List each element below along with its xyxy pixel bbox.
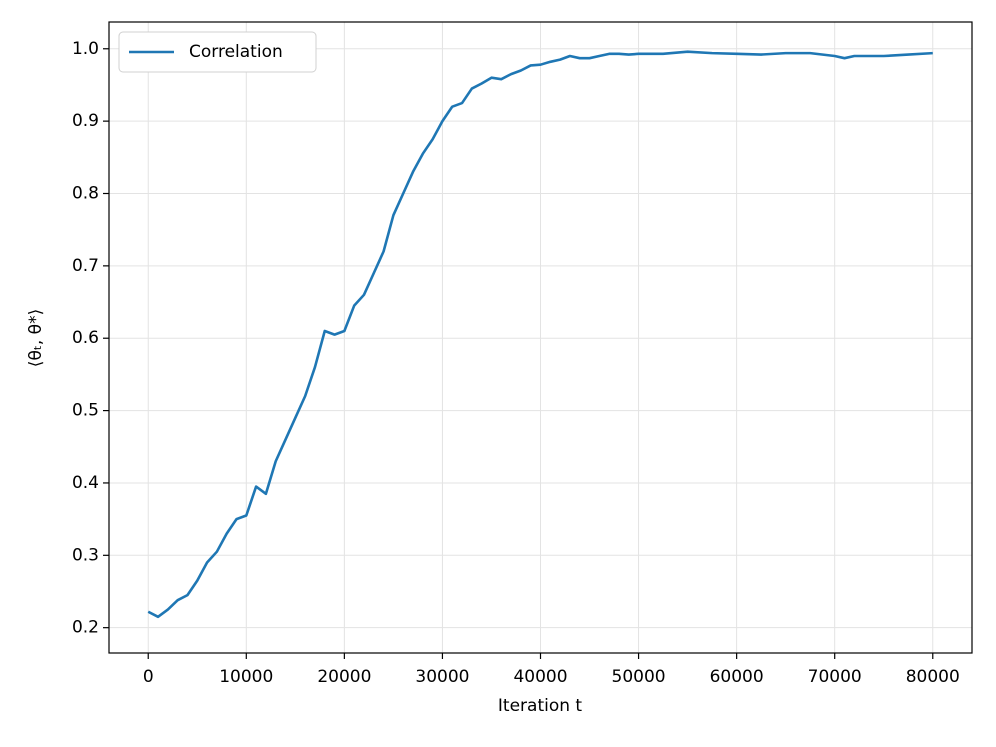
x-tick-label: 60000 (710, 667, 764, 687)
x-tick-label: 0 (143, 667, 154, 687)
y-axis-label: ⟨θₜ, θ*⟩ (26, 309, 46, 367)
x-tick-label: 70000 (808, 667, 862, 687)
y-tick-label: 0.2 (72, 618, 99, 638)
legend-box (118, 31, 317, 73)
y-tick-label: 0.6 (72, 328, 99, 348)
grid (109, 22, 972, 653)
x-tick-label: 20000 (317, 667, 371, 687)
x-tick-label: 80000 (906, 667, 960, 687)
x-axis-label: Iteration t (498, 696, 583, 716)
y-tick-label: 1.0 (72, 39, 99, 59)
legend-label: Correlation (189, 42, 283, 62)
y-tick-label: 0.7 (72, 256, 99, 276)
y-tick-label: 0.9 (72, 111, 99, 131)
y-tick-label: 0.3 (72, 545, 99, 565)
plot (147, 50, 933, 619)
x-tick-label: 50000 (612, 667, 666, 687)
legend: Correlation (118, 31, 317, 73)
y-tick-label: 0.4 (72, 473, 99, 493)
y-tick-label: 0.5 (72, 401, 99, 421)
line-series (147, 50, 933, 619)
y-tick-label: 0.8 (72, 183, 99, 203)
axes: 0 10000 20000 30000 40000 50000 60000 70000 8000… (72, 39, 960, 687)
x-tick-label: 30000 (415, 667, 469, 687)
x-tick-label: 10000 (219, 667, 273, 687)
x-tick-label: 40000 (513, 667, 567, 687)
